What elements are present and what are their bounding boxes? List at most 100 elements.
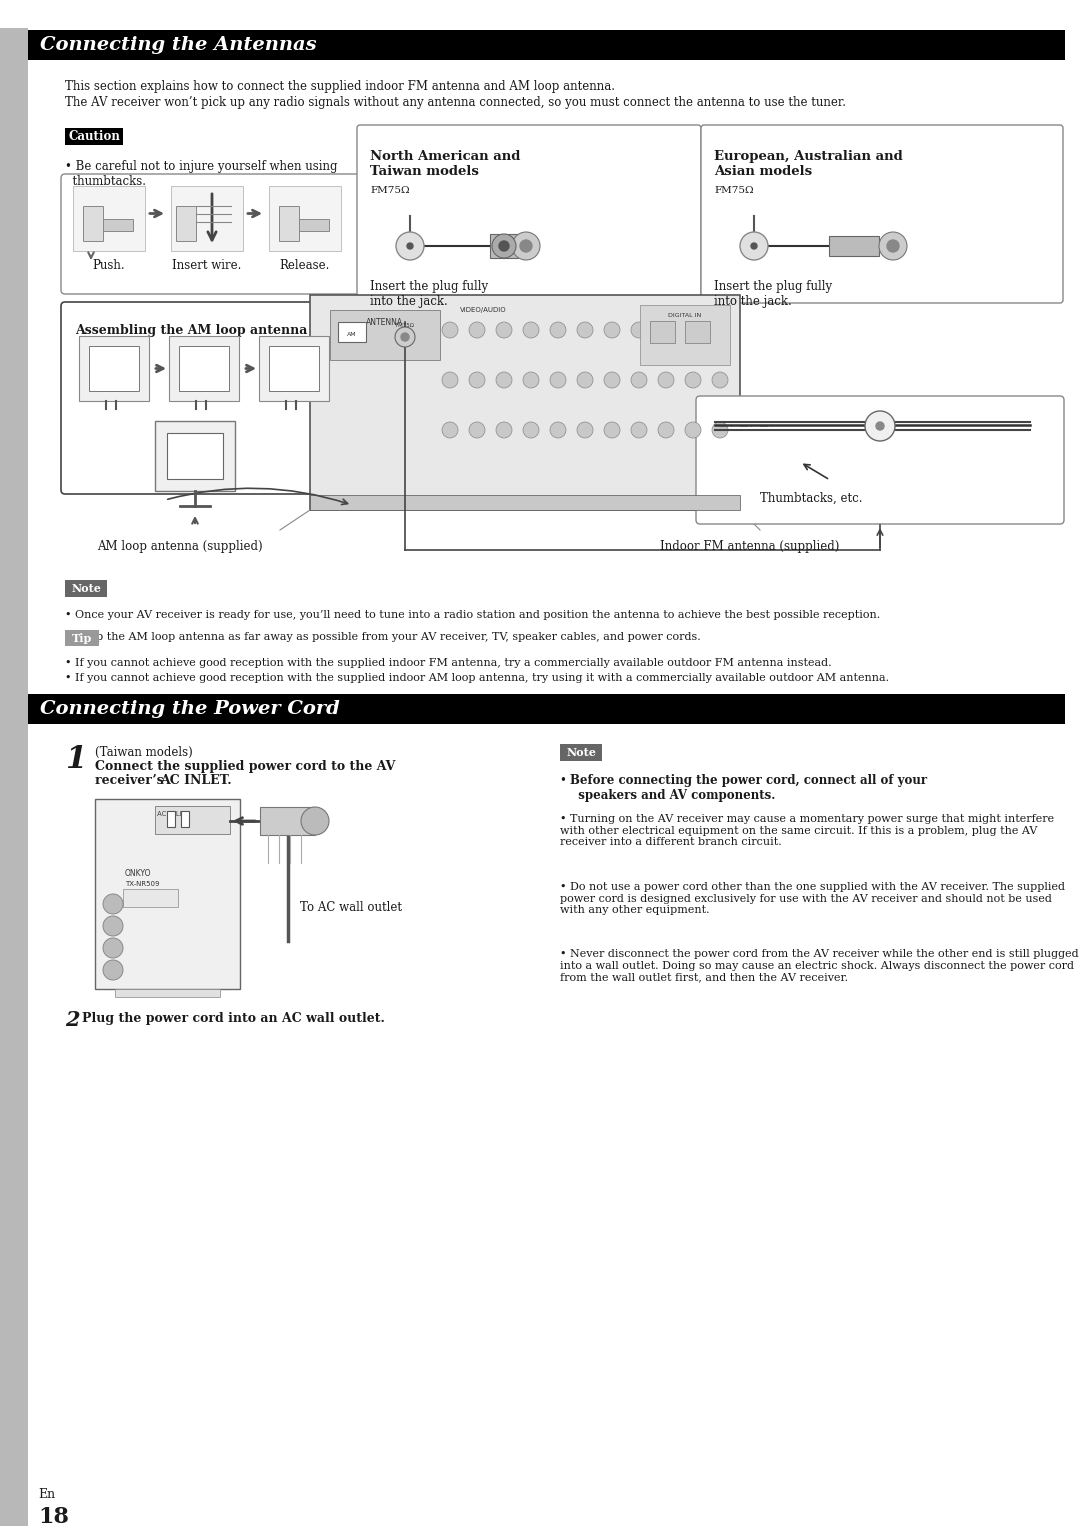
Circle shape bbox=[712, 322, 728, 337]
Bar bbox=[181, 810, 189, 827]
Bar bbox=[79, 336, 149, 401]
Circle shape bbox=[876, 423, 885, 430]
Bar bbox=[89, 346, 139, 391]
Bar bbox=[330, 310, 440, 360]
Circle shape bbox=[519, 240, 532, 252]
Text: AM loop antenna (supplied): AM loop antenna (supplied) bbox=[97, 540, 262, 552]
Circle shape bbox=[740, 232, 768, 259]
Circle shape bbox=[685, 423, 701, 438]
Bar bbox=[83, 206, 103, 241]
Bar bbox=[73, 186, 145, 250]
Text: To AC wall outlet: To AC wall outlet bbox=[300, 900, 402, 914]
FancyBboxPatch shape bbox=[60, 174, 364, 295]
Text: Release.: Release. bbox=[280, 259, 330, 272]
Bar bbox=[310, 494, 740, 510]
Circle shape bbox=[442, 423, 458, 438]
Bar bbox=[829, 237, 879, 256]
Text: • If you cannot achieve good reception with the supplied indoor FM antenna, try : • If you cannot achieve good reception w… bbox=[65, 658, 832, 668]
Circle shape bbox=[604, 423, 620, 438]
Text: The AV receiver won’t pick up any radio signals without any antenna connected, s: The AV receiver won’t pick up any radio … bbox=[65, 96, 846, 108]
Circle shape bbox=[496, 423, 512, 438]
Text: ONKYO: ONKYO bbox=[125, 868, 151, 877]
Circle shape bbox=[712, 372, 728, 388]
Bar bbox=[176, 206, 195, 241]
Bar bbox=[0, 0, 28, 1526]
Circle shape bbox=[401, 333, 409, 340]
Circle shape bbox=[865, 410, 895, 441]
Bar bbox=[167, 810, 175, 827]
Circle shape bbox=[658, 372, 674, 388]
Text: AC INLET: AC INLET bbox=[157, 810, 188, 816]
Text: Connecting the Power Cord: Connecting the Power Cord bbox=[40, 700, 340, 719]
Bar bbox=[167, 433, 222, 479]
Bar bbox=[28, 31, 1065, 60]
Circle shape bbox=[577, 322, 593, 337]
Bar bbox=[269, 186, 341, 250]
Circle shape bbox=[103, 916, 123, 935]
Circle shape bbox=[103, 960, 123, 980]
Circle shape bbox=[550, 322, 566, 337]
Circle shape bbox=[631, 322, 647, 337]
Bar bbox=[95, 800, 240, 989]
Bar bbox=[310, 295, 740, 510]
Text: North American and
Taiwan models: North American and Taiwan models bbox=[370, 150, 521, 179]
Text: TX-NR509: TX-NR509 bbox=[125, 881, 160, 887]
Text: Before connecting the power cord, connect all of your
  speakers and AV componen: Before connecting the power cord, connec… bbox=[570, 774, 927, 803]
Circle shape bbox=[577, 423, 593, 438]
Bar bbox=[65, 630, 99, 645]
Circle shape bbox=[523, 372, 539, 388]
Text: Caution: Caution bbox=[68, 130, 120, 143]
Circle shape bbox=[685, 322, 701, 337]
Circle shape bbox=[442, 322, 458, 337]
Bar bbox=[156, 421, 235, 491]
Bar bbox=[650, 320, 675, 343]
Text: 18: 18 bbox=[38, 1506, 69, 1526]
Bar bbox=[168, 336, 239, 401]
Circle shape bbox=[751, 243, 757, 249]
Bar bbox=[299, 220, 329, 230]
Bar bbox=[490, 233, 518, 258]
Circle shape bbox=[492, 233, 516, 258]
Circle shape bbox=[469, 322, 485, 337]
Text: • Turning on the AV receiver may cause a momentary power surge that might interf: • Turning on the AV receiver may cause a… bbox=[561, 813, 1054, 847]
Bar bbox=[65, 128, 123, 145]
Circle shape bbox=[712, 423, 728, 438]
Text: VIDEO/AUDIO: VIDEO/AUDIO bbox=[460, 307, 507, 313]
Circle shape bbox=[887, 240, 899, 252]
Text: Push.: Push. bbox=[93, 259, 125, 272]
Text: • Be careful not to injure yourself when using
  thumbtacks.: • Be careful not to injure yourself when… bbox=[65, 160, 337, 188]
Text: (Taiwan models): (Taiwan models) bbox=[95, 746, 192, 758]
Bar bbox=[123, 890, 178, 906]
Circle shape bbox=[685, 372, 701, 388]
Text: • Never disconnect the power cord from the AV receiver while the other end is st: • Never disconnect the power cord from t… bbox=[561, 949, 1079, 983]
Text: Note: Note bbox=[71, 583, 100, 594]
Bar bbox=[269, 346, 319, 391]
FancyBboxPatch shape bbox=[701, 125, 1063, 304]
Text: • Keep the AM loop antenna as far away as possible from your AV receiver, TV, sp: • Keep the AM loop antenna as far away a… bbox=[65, 632, 701, 642]
Text: DIGITAL IN: DIGITAL IN bbox=[669, 313, 702, 317]
Bar bbox=[156, 806, 230, 835]
Text: • If you cannot achieve good reception with the supplied indoor AM loop antenna,: • If you cannot achieve good reception w… bbox=[65, 673, 889, 684]
Text: AM: AM bbox=[347, 333, 356, 337]
Text: Connecting the Antennas: Connecting the Antennas bbox=[40, 37, 316, 53]
Circle shape bbox=[523, 322, 539, 337]
Circle shape bbox=[407, 243, 413, 249]
Circle shape bbox=[631, 423, 647, 438]
Text: FM75Ω: FM75Ω bbox=[714, 186, 754, 195]
Bar bbox=[640, 305, 730, 365]
Text: • Do not use a power cord other than the one supplied with the AV receiver. The : • Do not use a power cord other than the… bbox=[561, 882, 1065, 916]
Circle shape bbox=[577, 372, 593, 388]
Circle shape bbox=[103, 938, 123, 958]
Circle shape bbox=[550, 372, 566, 388]
Circle shape bbox=[512, 232, 540, 259]
Bar bbox=[28, 694, 1065, 723]
Bar bbox=[103, 220, 133, 230]
Text: Insert wire.: Insert wire. bbox=[173, 259, 242, 272]
Text: Thumbtacks, etc.: Thumbtacks, etc. bbox=[760, 491, 863, 505]
Circle shape bbox=[103, 894, 123, 914]
FancyBboxPatch shape bbox=[696, 397, 1064, 523]
Text: 1: 1 bbox=[65, 745, 86, 775]
Bar bbox=[338, 322, 366, 342]
Text: ANTENNA: ANTENNA bbox=[366, 317, 404, 327]
Text: Insert the plug fully
into the jack.: Insert the plug fully into the jack. bbox=[714, 279, 832, 308]
